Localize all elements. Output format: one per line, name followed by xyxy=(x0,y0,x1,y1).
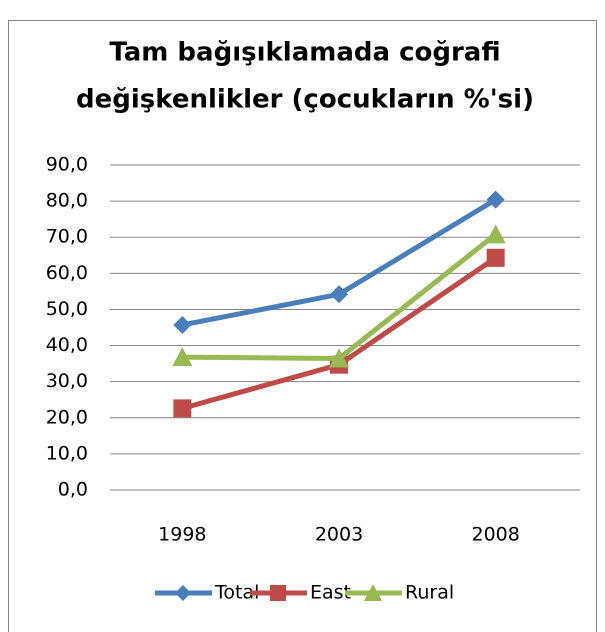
y-tick-label: 30,0 xyxy=(46,370,88,392)
y-tick-label: 50,0 xyxy=(46,298,88,320)
x-tick-label: 2008 xyxy=(471,524,519,546)
marker xyxy=(329,348,349,368)
y-tick-label: 10,0 xyxy=(46,442,88,464)
legend-marker xyxy=(175,585,191,601)
legend-label: Total xyxy=(214,582,259,604)
y-tick-label: 60,0 xyxy=(46,262,88,284)
marker xyxy=(485,224,506,244)
y-tick-label: 80,0 xyxy=(46,190,88,212)
marker xyxy=(486,190,505,209)
marker xyxy=(330,285,348,304)
chart-frame xyxy=(8,20,597,632)
x-tick-label: 2003 xyxy=(315,524,363,546)
y-tick-label: 90,0 xyxy=(46,154,88,176)
legend-label: East xyxy=(310,582,351,604)
x-tick-label: 1998 xyxy=(158,524,206,546)
y-tick-label: 70,0 xyxy=(46,226,88,248)
legend-marker xyxy=(364,584,382,601)
y-tick-label: 0,0 xyxy=(58,479,88,501)
marker xyxy=(172,347,193,367)
y-tick-label: 40,0 xyxy=(46,334,88,356)
marker xyxy=(173,315,192,334)
marker xyxy=(173,399,192,418)
marker xyxy=(486,248,505,267)
chart-title: Tam bağışıklamada coğrafi xyxy=(109,38,500,68)
legend-label: Rural xyxy=(405,582,454,604)
legend-marker xyxy=(270,585,286,601)
chart-title: değişkenlikler (çocukların %'si) xyxy=(76,85,534,115)
y-tick-label: 20,0 xyxy=(46,406,88,428)
